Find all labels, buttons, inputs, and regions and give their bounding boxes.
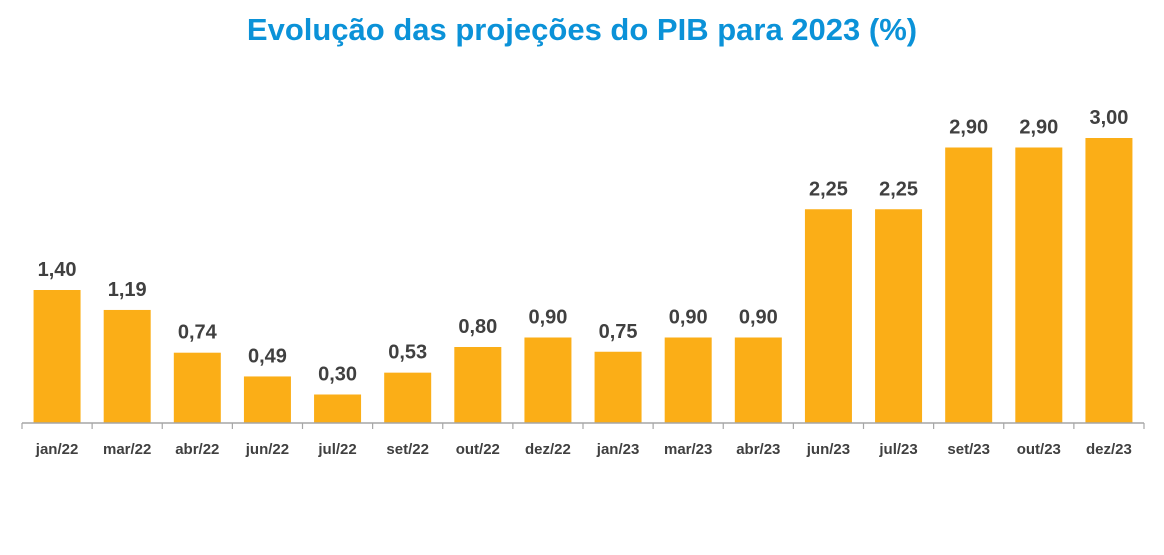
bar	[1015, 147, 1063, 423]
x-tick-label: set/22	[386, 441, 429, 458]
bar	[664, 337, 712, 423]
x-tick-label: abr/22	[175, 441, 219, 458]
x-tick-label: abr/23	[736, 441, 780, 458]
bar-value-label: 2,25	[879, 178, 918, 200]
chart-title: Evolução das projeções do PIB para 2023 …	[246, 12, 918, 47]
x-tick-labels-group: jan/22 mar/22 abr/22 jun/22 jul/22 set/22 out/…	[35, 441, 1132, 458]
bar-value-label: 0,53	[388, 342, 427, 364]
x-tick-label: jun/23	[806, 441, 850, 458]
bar-value-label: 2,90	[949, 117, 988, 139]
bar	[103, 309, 151, 423]
x-tick-label: out/22	[456, 441, 500, 458]
x-tick-label: out/23	[1017, 441, 1061, 458]
bar	[594, 351, 642, 423]
bar-value-label: 0,30	[318, 364, 357, 386]
x-ticks-group	[21, 423, 1145, 429]
bar-value-label: 0,90	[669, 307, 708, 329]
bar-value-label: 0,75	[599, 321, 638, 343]
bars-group	[33, 138, 1133, 423]
x-tick-label: jan/23	[596, 441, 640, 458]
bar	[314, 394, 362, 423]
x-tick-label: jul/23	[878, 441, 917, 458]
x-tick-label: jun/22	[245, 441, 289, 458]
bar	[33, 290, 81, 423]
bar-value-label: 3,00	[1089, 107, 1128, 129]
bar-value-label: 2,90	[1019, 117, 1058, 139]
x-tick-label: dez/22	[525, 441, 571, 458]
bar-value-label: 2,25	[809, 178, 848, 200]
x-tick-label: mar/22	[103, 441, 151, 458]
bar-value-label: 0,90	[528, 307, 567, 329]
bar	[243, 376, 291, 423]
bar	[804, 209, 852, 423]
x-tick-label: set/23	[947, 441, 990, 458]
x-tick-label: jul/22	[317, 441, 356, 458]
x-tick-label: mar/23	[664, 441, 712, 458]
bar	[875, 209, 923, 423]
bar-value-label: 0,74	[178, 322, 218, 344]
bar-value-label: 1,40	[38, 259, 77, 281]
x-tick-label: dez/23	[1086, 441, 1132, 458]
bar	[173, 352, 221, 423]
bar-value-label: 0,49	[248, 345, 287, 367]
value-labels-group: 1,40 1,19 0,74 0,49 0,30 0,53 0,80 0,90 0,75 0,90…	[38, 107, 1129, 386]
bar	[1085, 138, 1133, 423]
bar-value-label: 1,19	[108, 279, 147, 301]
bar-value-label: 0,90	[739, 307, 778, 329]
bar	[524, 337, 572, 423]
bar	[454, 347, 502, 423]
bar	[734, 337, 782, 423]
bar	[945, 147, 993, 423]
bar	[384, 372, 432, 423]
bar-value-label: 0,80	[458, 316, 497, 338]
x-tick-label: jan/22	[35, 441, 79, 458]
